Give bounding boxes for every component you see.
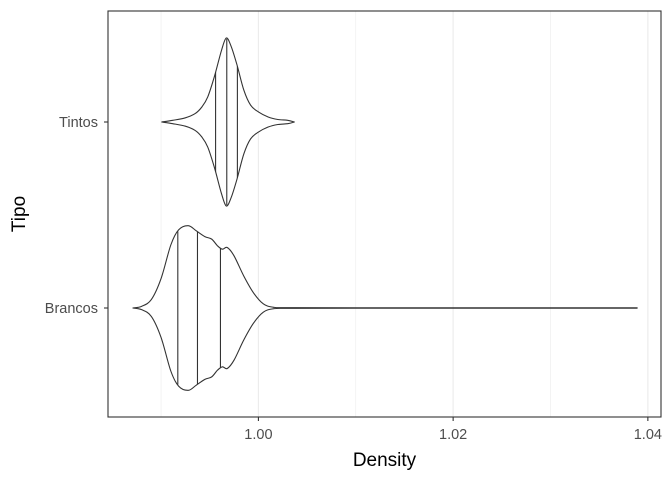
panel-border <box>107 10 662 418</box>
y-tick-label-brancos: Brancos <box>45 301 98 317</box>
violin-shape-brancos <box>132 225 638 391</box>
y-axis: Brancos Tintos <box>45 115 108 317</box>
x-tick-label-1: 1.02 <box>439 427 467 443</box>
x-axis-title: Density <box>353 450 417 471</box>
x-tick-label-0: 1.00 <box>244 427 272 443</box>
x-tick-label-2: 1.04 <box>634 427 662 443</box>
violins <box>132 37 638 391</box>
grid-lines <box>160 11 649 417</box>
y-tick-label-tintos: Tintos <box>59 115 98 131</box>
x-axis: 1.00 1.02 1.04 <box>244 417 662 443</box>
violin-brancos <box>132 225 638 391</box>
violin-shape-tintos <box>161 37 295 207</box>
y-axis-title: Tipo <box>9 196 30 232</box>
violin-tintos <box>161 37 295 207</box>
